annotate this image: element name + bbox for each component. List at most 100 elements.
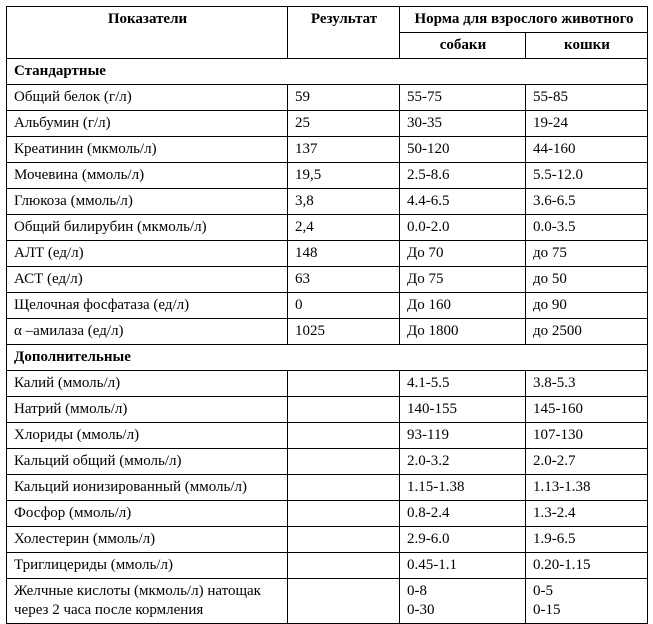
table-body: Стандартные Общий белок (г/л) 59 55-75 55-85… <box>6 58 648 624</box>
result-cell: 19,5 <box>287 162 400 189</box>
table-row: Глюкоза (ммоль/л) 3,8 4.4-6.5 3.6-6.5 <box>6 188 648 215</box>
cat-norm-cell: 3.6-6.5 <box>525 188 648 215</box>
table-row: Желчные кислоты (мкмоль/л) натощак через… <box>6 578 648 624</box>
parameter-cell: α –амилаза (ед/л) <box>6 318 288 345</box>
result-cell <box>287 370 400 397</box>
cat-norm-cell: 3.8-5.3 <box>525 370 648 397</box>
parameter-cell: Креатинин (мкмоль/л) <box>6 136 288 163</box>
section-row: Дополнительные <box>6 344 648 371</box>
table-row: Триглицериды (ммоль/л) 0.45-1.1 0.20-1.15 <box>6 552 648 579</box>
parameter-cell: Общий билирубин (мкмоль/л) <box>6 214 288 241</box>
result-cell <box>287 474 400 501</box>
dog-norm-cell: 2.0-3.2 <box>399 448 526 475</box>
table-row: Креатинин (мкмоль/л) 137 50-120 44-160 <box>6 136 648 163</box>
dog-norm-cell: До 160 <box>399 292 526 319</box>
column-header-dog: собаки <box>399 32 526 59</box>
section-row: Стандартные <box>6 58 648 85</box>
parameter-cell: Калий (ммоль/л) <box>6 370 288 397</box>
cat-norm-cell: 107-130 <box>525 422 648 449</box>
result-cell: 0 <box>287 292 400 319</box>
dog-norm-cell: 0.8-2.4 <box>399 500 526 527</box>
table-row: АЛТ (ед/л) 148 До 70 до 75 <box>6 240 648 267</box>
parameter-cell: Натрий (ммоль/л) <box>6 396 288 423</box>
result-cell: 137 <box>287 136 400 163</box>
result-cell <box>287 526 400 553</box>
dog-norm-cell: 2.9-6.0 <box>399 526 526 553</box>
cat-norm-cell: 0.20-1.15 <box>525 552 648 579</box>
dog-norm-cell: 93-119 <box>399 422 526 449</box>
dog-norm-cell: До 1800 <box>399 318 526 345</box>
dog-norm-cell: 0-8 0-30 <box>399 578 526 624</box>
result-cell: 59 <box>287 84 400 111</box>
result-cell <box>287 396 400 423</box>
parameter-cell: Фосфор (ммоль/л) <box>6 500 288 527</box>
cat-norm-cell: до 75 <box>525 240 648 267</box>
dog-norm-cell: До 75 <box>399 266 526 293</box>
parameter-cell: Мочевина (ммоль/л) <box>6 162 288 189</box>
table-row: Фосфор (ммоль/л) 0.8-2.4 1.3-2.4 <box>6 500 648 527</box>
result-cell: 2,4 <box>287 214 400 241</box>
blood-chemistry-table: Показатели Результат Норма для взрослого… <box>6 6 648 624</box>
parameter-cell: АСТ (ед/л) <box>6 266 288 293</box>
cat-norm-cell: 0-5 0-15 <box>525 578 648 624</box>
dog-norm-cell: 50-120 <box>399 136 526 163</box>
parameter-cell: Желчные кислоты (мкмоль/л) натощак через… <box>6 578 288 624</box>
dog-norm-cell: 0.45-1.1 <box>399 552 526 579</box>
table-row: Мочевина (ммоль/л) 19,5 2.5-8.6 5.5-12.0 <box>6 162 648 189</box>
table-row: α –амилаза (ед/л) 1025 До 1800 до 2500 <box>6 318 648 345</box>
dog-norm-cell: 1.15-1.38 <box>399 474 526 501</box>
parameter-cell: Общий белок (г/л) <box>6 84 288 111</box>
table-row: Холестерин (ммоль/л) 2.9-6.0 1.9-6.5 <box>6 526 648 553</box>
dog-norm-cell: 2.5-8.6 <box>399 162 526 189</box>
header-row-sub: собаки кошки <box>7 32 648 59</box>
parameter-cell: Хлориды (ммоль/л) <box>6 422 288 449</box>
parameter-cell: Триглицериды (ммоль/л) <box>6 552 288 579</box>
result-cell: 3,8 <box>287 188 400 215</box>
parameter-cell: Холестерин (ммоль/л) <box>6 526 288 553</box>
cat-norm-cell: 19-24 <box>525 110 648 137</box>
cat-norm-cell: 145-160 <box>525 396 648 423</box>
cat-norm-cell: 2.0-2.7 <box>525 448 648 475</box>
dog-norm-cell: 4.1-5.5 <box>399 370 526 397</box>
document-page: Показатели Результат Норма для взрослого… <box>6 6 648 624</box>
dog-norm-cell: До 70 <box>399 240 526 267</box>
parameter-cell: Щелочная фосфатаза (ед/л) <box>6 292 288 319</box>
cat-norm-cell: 55-85 <box>525 84 648 111</box>
column-header-parameter: Показатели <box>6 6 288 59</box>
section-title: Стандартные <box>6 58 648 85</box>
table-row: Натрий (ммоль/л) 140-155 145-160 <box>6 396 648 423</box>
table-row: Альбумин (г/л) 25 30-35 19-24 <box>6 110 648 137</box>
dog-norm-cell: 30-35 <box>399 110 526 137</box>
table-row: Щелочная фосфатаза (ед/л) 0 До 160 до 90 <box>6 292 648 319</box>
cat-norm-cell: 44-160 <box>525 136 648 163</box>
parameter-cell: Кальций ионизированный (ммоль/л) <box>6 474 288 501</box>
cat-norm-cell: 5.5-12.0 <box>525 162 648 189</box>
result-cell <box>287 448 400 475</box>
dog-norm-cell: 55-75 <box>399 84 526 111</box>
table-row: Калий (ммоль/л) 4.1-5.5 3.8-5.3 <box>6 370 648 397</box>
table-row: АСТ (ед/л) 63 До 75 до 50 <box>6 266 648 293</box>
result-cell <box>287 500 400 527</box>
table-row: Общий билирубин (мкмоль/л) 2,4 0.0-2.0 0.0-… <box>6 214 648 241</box>
header-row-main: Показатели Результат Норма для взрослого… <box>6 6 648 59</box>
result-cell: 148 <box>287 240 400 267</box>
table-row: Кальций общий (ммоль/л) 2.0-3.2 2.0-2.7 <box>6 448 648 475</box>
table-row: Общий белок (г/л) 59 55-75 55-85 <box>6 84 648 111</box>
section-title: Дополнительные <box>6 344 648 371</box>
cat-norm-cell: до 90 <box>525 292 648 319</box>
result-cell: 25 <box>287 110 400 137</box>
cat-norm-cell: до 50 <box>525 266 648 293</box>
table-row: Хлориды (ммоль/л) 93-119 107-130 <box>6 422 648 449</box>
result-cell: 63 <box>287 266 400 293</box>
cat-norm-cell: до 2500 <box>525 318 648 345</box>
result-cell <box>287 578 400 624</box>
cat-norm-cell: 1.3-2.4 <box>525 500 648 527</box>
table-row: Кальций ионизированный (ммоль/л) 1.15-1.3… <box>6 474 648 501</box>
parameter-cell: Альбумин (г/л) <box>6 110 288 137</box>
cat-norm-cell: 1.13-1.38 <box>525 474 648 501</box>
parameter-cell: АЛТ (ед/л) <box>6 240 288 267</box>
result-cell <box>287 552 400 579</box>
column-header-norm-group: Норма для взрослого животного <box>399 6 648 33</box>
result-cell <box>287 422 400 449</box>
dog-norm-cell: 0.0-2.0 <box>399 214 526 241</box>
